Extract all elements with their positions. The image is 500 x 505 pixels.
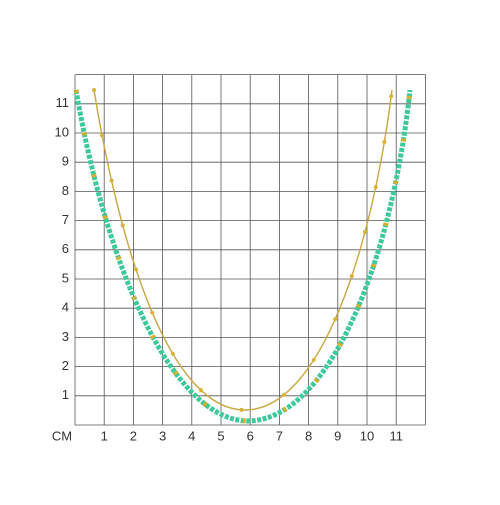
x-label: 5 xyxy=(217,428,224,443)
unit-label: CM xyxy=(52,428,72,443)
y-label: 1 xyxy=(62,387,69,402)
x-label: 6 xyxy=(247,428,254,443)
x-label: 2 xyxy=(130,428,137,443)
y-label: 4 xyxy=(62,300,69,315)
x-label: 8 xyxy=(305,428,312,443)
y-label: 2 xyxy=(62,358,69,373)
y-label: 6 xyxy=(62,241,69,256)
x-label: 4 xyxy=(188,428,195,443)
grid xyxy=(74,74,426,426)
x-label: 3 xyxy=(159,428,166,443)
chain-necklace xyxy=(93,89,393,411)
y-label: 3 xyxy=(62,329,69,344)
beaded-necklace xyxy=(73,89,413,424)
x-label: 7 xyxy=(276,428,283,443)
x-label: 11 xyxy=(389,428,403,443)
y-label: 11 xyxy=(56,95,70,110)
gold-beads xyxy=(73,89,413,424)
y-label: 7 xyxy=(62,212,69,227)
x-label: 9 xyxy=(334,428,341,443)
x-label: 1 xyxy=(101,428,108,443)
y-label: 8 xyxy=(62,183,69,198)
y-label: 5 xyxy=(62,270,69,285)
y-label: 9 xyxy=(62,154,69,169)
x-label: 10 xyxy=(360,428,374,443)
y-label: 10 xyxy=(55,124,69,139)
